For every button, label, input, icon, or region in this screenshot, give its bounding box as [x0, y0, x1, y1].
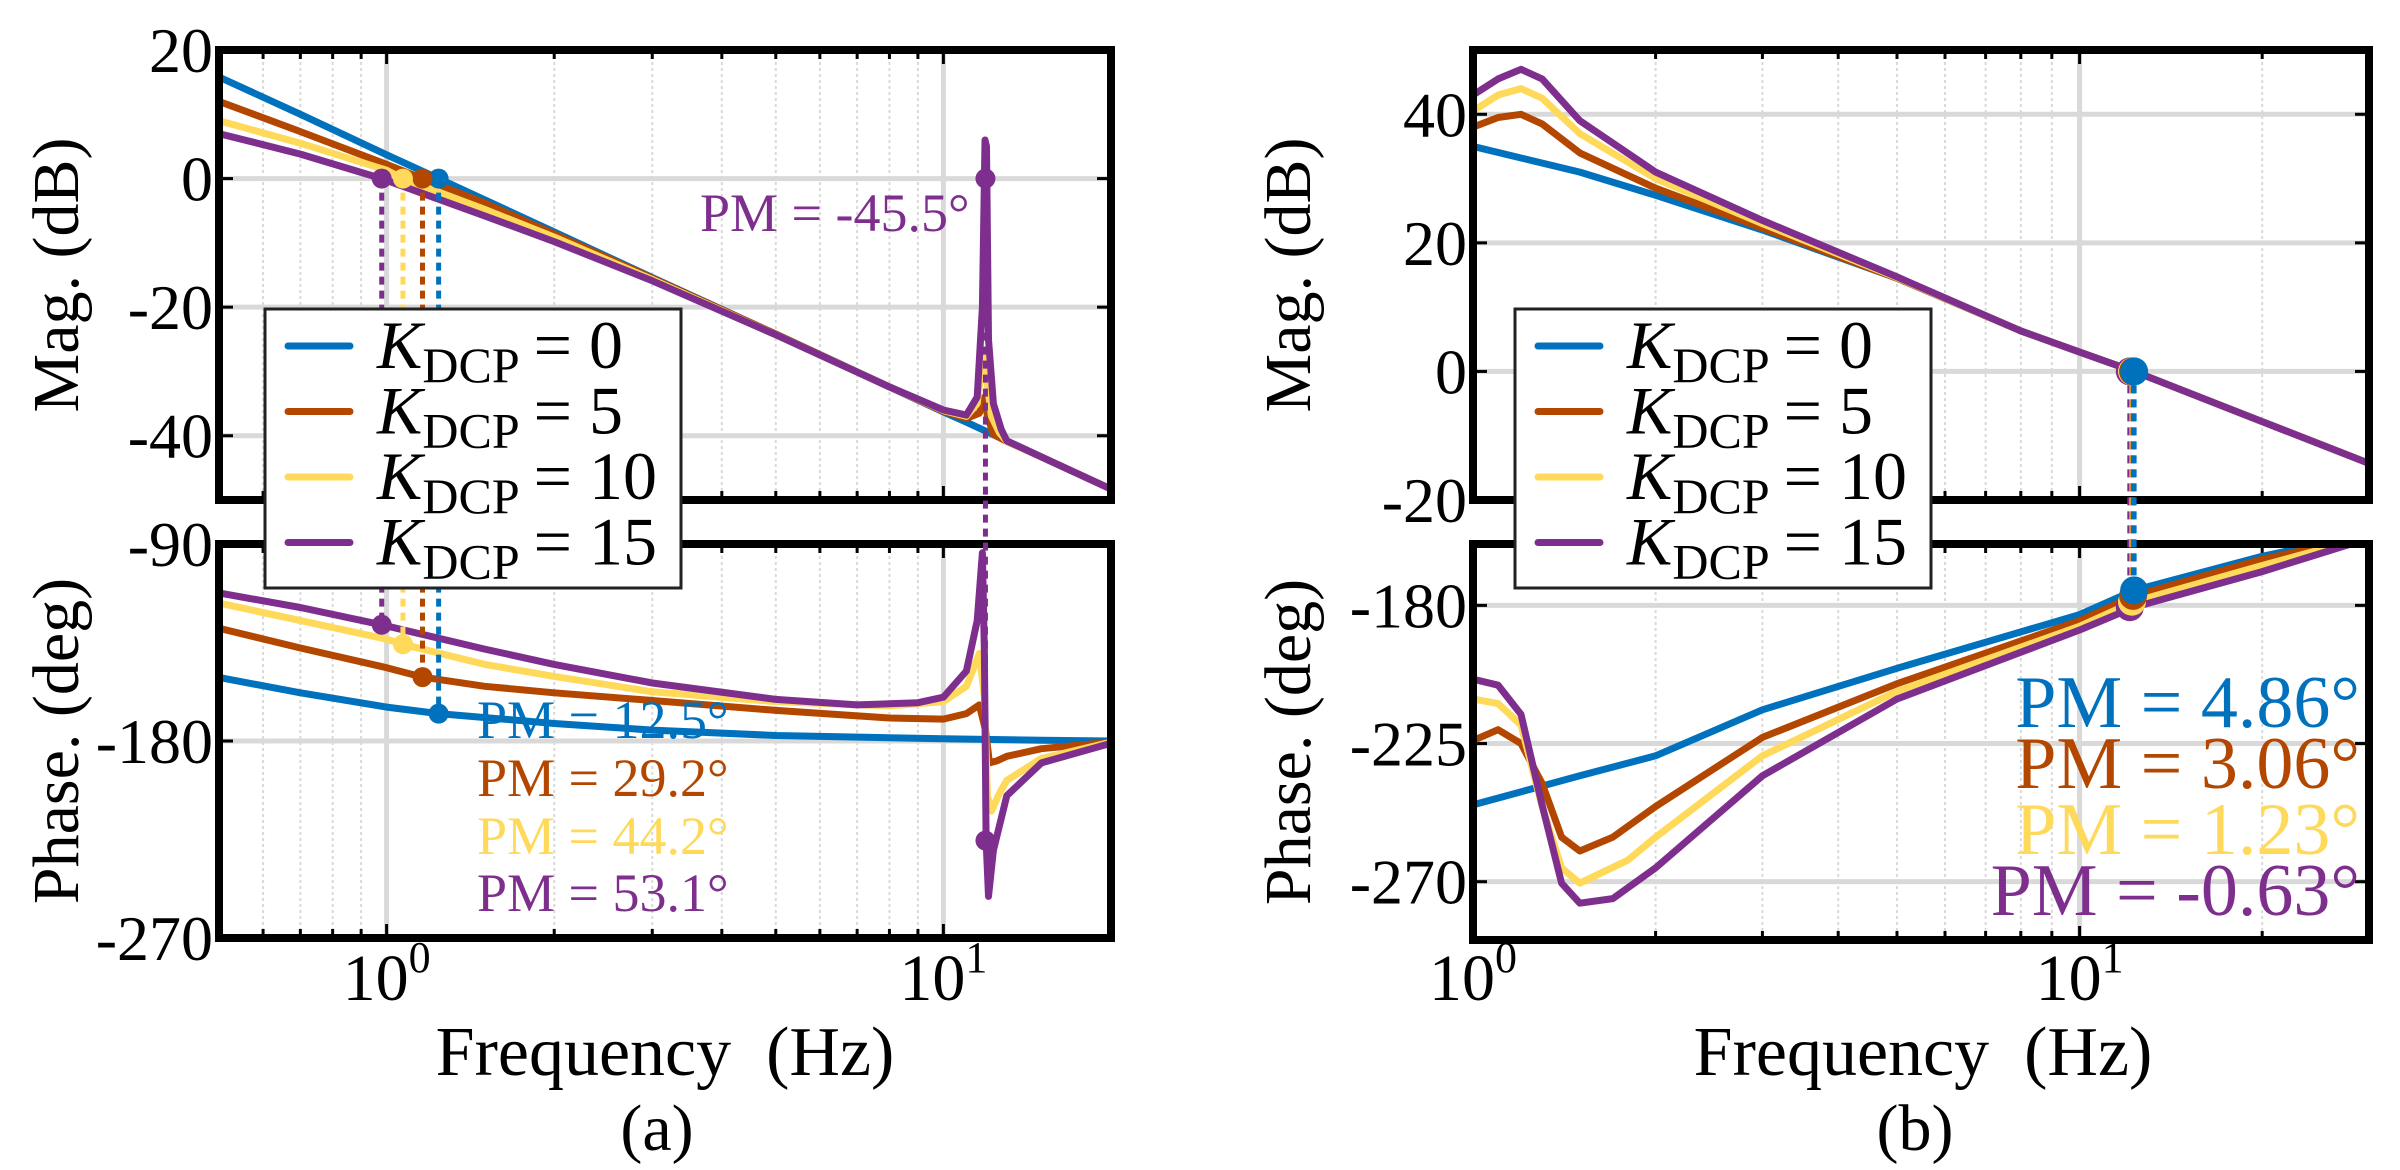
y-tick-label: 20 — [149, 15, 213, 86]
panel-label: (a) — [620, 1092, 693, 1165]
x-axis-label: Frequency (Hz) — [436, 1014, 895, 1091]
phase-margin-annotation: PM = 29.2° — [477, 748, 729, 808]
legend-symbol: K — [376, 504, 426, 580]
phase-margin-marker — [2120, 576, 2149, 605]
legend-symbol: K — [1626, 504, 1676, 580]
legend-value: = 10 — [534, 438, 657, 514]
panel-b: 40 20 0 -20 Mag. (dB) -180 -225 -270 Phase. (deg… — [1252, 46, 2373, 1165]
legend-value: = 5 — [1784, 373, 1873, 449]
y-tick-label: 20 — [1403, 208, 1467, 279]
x-tick-exponent: 1 — [2102, 933, 2124, 982]
legend-label: KDCP = 10 — [376, 438, 657, 524]
legend-value: = 5 — [534, 373, 623, 449]
x-tick-base: 10 — [2036, 942, 2102, 1015]
phase-margin-marker — [975, 830, 996, 851]
legend-value: = 10 — [1784, 438, 1907, 514]
legend-subscript: DCP — [1672, 468, 1769, 524]
y-tick-label: -180 — [1350, 570, 1467, 641]
legend-subscript: DCP — [1672, 534, 1769, 590]
series-line-k15 — [219, 130, 1111, 493]
legend-subscript: DCP — [422, 468, 519, 524]
legend-label: KDCP = 5 — [1626, 373, 1873, 459]
phase-margin-marker — [412, 667, 433, 688]
x-tick-exponent: 0 — [409, 933, 431, 982]
x-tick-label: 101 — [899, 933, 987, 1015]
magnitude-y-axis-label: Mag. (dB) — [20, 138, 93, 413]
y-tick-label: -270 — [1350, 847, 1467, 918]
legend-symbol: K — [376, 373, 426, 449]
y-tick-label: -20 — [1382, 465, 1467, 536]
series-line-k15 — [219, 549, 1111, 900]
legend-symbol: K — [1626, 438, 1676, 514]
y-tick-label: -20 — [128, 272, 213, 343]
gain-crossover-marker — [428, 168, 449, 189]
y-tick-label: 0 — [181, 144, 213, 215]
phase-y-axis-label: Phase. (deg) — [20, 578, 93, 904]
gain-crossover-marker — [371, 168, 392, 189]
phase-margin-marker — [392, 634, 413, 655]
legend-subscript: DCP — [422, 337, 519, 393]
x-tick-base: 10 — [899, 942, 965, 1015]
x-tick-label: 100 — [343, 933, 431, 1015]
x-tick-label: 101 — [2036, 933, 2124, 1015]
y-tick-label: -90 — [128, 509, 213, 580]
x-tick-label: 100 — [1429, 933, 1517, 1015]
phase-margin-annotation: PM = -45.5° — [700, 183, 970, 243]
gain-crossover-marker — [2120, 357, 2149, 386]
legend-subscript: DCP — [422, 534, 519, 590]
legend-subscript: DCP — [422, 403, 519, 459]
y-tick-label: -270 — [96, 903, 213, 974]
series-line-k0 — [219, 674, 1111, 745]
y-tick-label: -180 — [96, 706, 213, 777]
legend-value: = 15 — [534, 504, 657, 580]
gain-crossover-marker — [975, 168, 996, 189]
legend-subscript: DCP — [1672, 337, 1769, 393]
y-tick-label: -225 — [1350, 709, 1467, 780]
phase-margin-annotation: PM = 1.23° — [2015, 789, 2360, 871]
legend-value: = 15 — [1784, 504, 1907, 580]
phase-margin-annotation: PM = 4.86° — [2015, 662, 2360, 744]
legend-subscript: DCP — [1672, 403, 1769, 459]
legend-symbol: K — [1626, 307, 1676, 383]
x-tick-exponent: 0 — [1495, 933, 1517, 982]
x-tick-base: 10 — [1429, 942, 1495, 1015]
legend-label: KDCP = 15 — [1626, 504, 1907, 590]
y-tick-label: -40 — [128, 401, 213, 472]
legend-symbol: K — [376, 438, 426, 514]
legend-label: KDCP = 15 — [376, 504, 657, 590]
phase-y-axis-label: Phase. (deg) — [1252, 579, 1325, 905]
phase-margin-annotation: PM = 44.2° — [477, 806, 729, 866]
phase-margin-annotation: PM = 3.06° — [2015, 723, 2360, 805]
legend-value: = 0 — [534, 307, 623, 383]
series-line-k0 — [1473, 544, 2325, 809]
phase-axes — [1469, 540, 2373, 944]
y-tick-label: 0 — [1435, 336, 1467, 407]
phase-margin-annotation: PM = 53.1° — [477, 863, 729, 923]
phase-margin-marker — [371, 614, 392, 635]
legend-symbol: K — [376, 307, 426, 383]
gain-crossover-marker — [412, 168, 433, 189]
phase-margin-annotation: PM = -0.63° — [1991, 850, 2360, 932]
magnitude-y-axis-label: Mag. (dB) — [1252, 138, 1325, 413]
legend-label: KDCP = 10 — [1626, 438, 1907, 524]
x-tick-exponent: 1 — [965, 933, 987, 982]
gain-crossover-marker — [392, 168, 413, 189]
phase-margin-annotation: PM = 12.5° — [477, 690, 729, 750]
panel-label: (b) — [1877, 1092, 1954, 1165]
y-tick-label: 40 — [1403, 79, 1467, 150]
legend-label: KDCP = 5 — [376, 373, 623, 459]
legend-label: KDCP = 0 — [376, 307, 623, 393]
legend-label: KDCP = 0 — [1626, 307, 1873, 393]
legend-value: = 0 — [1784, 307, 1873, 383]
x-axis-label: Frequency (Hz) — [1694, 1014, 2153, 1091]
legend-symbol: K — [1626, 373, 1676, 449]
phase-margin-marker — [428, 703, 449, 724]
x-tick-base: 10 — [343, 942, 409, 1015]
